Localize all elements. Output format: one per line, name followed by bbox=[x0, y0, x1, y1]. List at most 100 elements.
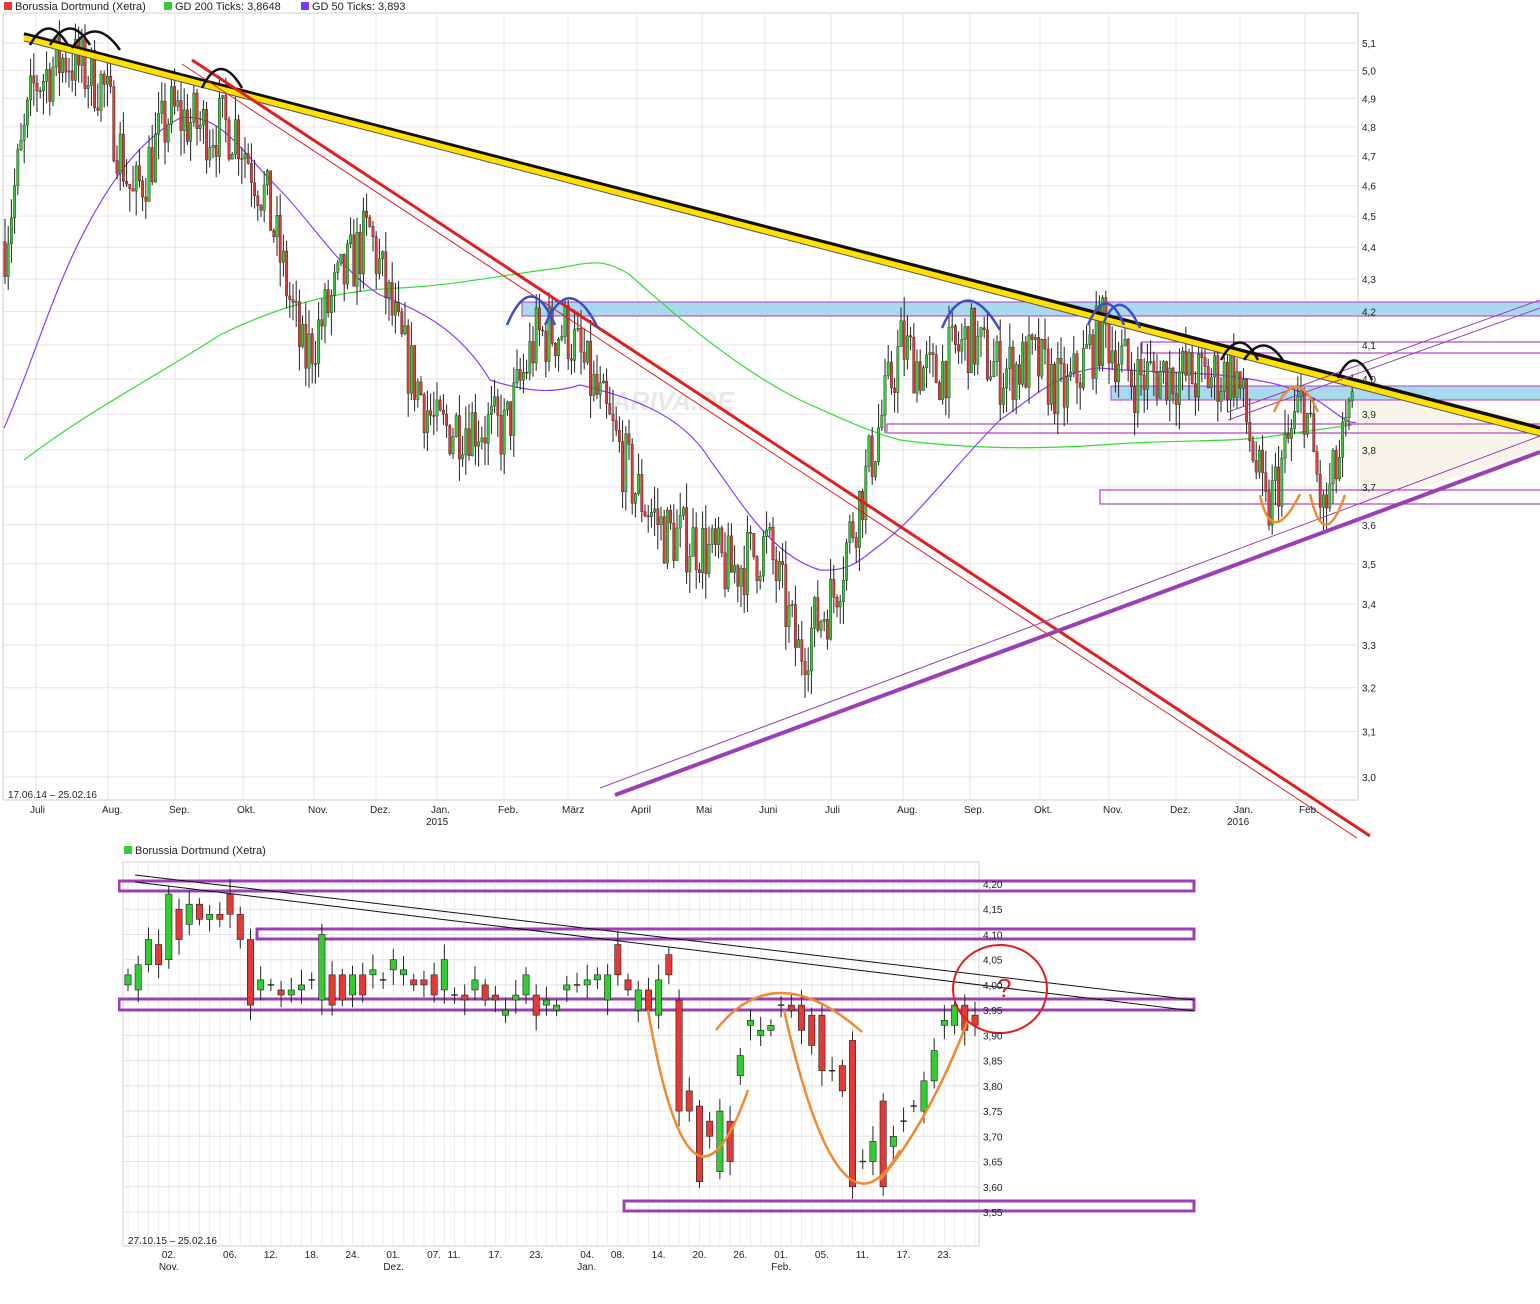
main-candle bbox=[1209, 376, 1213, 388]
main-candle bbox=[38, 90, 42, 93]
main-candle bbox=[912, 336, 916, 394]
main-candle bbox=[1305, 412, 1309, 435]
main-candle bbox=[1200, 353, 1204, 358]
sub-y-axis: 4,20 4,15 4,10 4,05 4,00 3,95 3,90 3,85 3,80 3,75… bbox=[983, 880, 1003, 1219]
sub-y-tick-label: 4,05 bbox=[983, 956, 1003, 967]
main-candle bbox=[1011, 346, 1015, 400]
main-candle bbox=[749, 532, 753, 534]
main-candle bbox=[112, 86, 116, 161]
main-candle bbox=[262, 184, 266, 211]
sub-x-tick-label: 01. bbox=[774, 1250, 788, 1261]
sub-candle bbox=[349, 974, 356, 996]
sub-candle bbox=[583, 979, 591, 986]
main-candle bbox=[240, 158, 244, 160]
main-candle bbox=[387, 282, 391, 298]
sub-candle bbox=[879, 1100, 887, 1188]
main-candle bbox=[461, 454, 464, 460]
main-candle bbox=[960, 339, 964, 352]
main-candle bbox=[957, 344, 961, 352]
main-candle bbox=[982, 327, 986, 330]
sub-month-label: Feb. bbox=[771, 1262, 791, 1273]
main-candle bbox=[16, 149, 20, 186]
legend-label-gd200: GD 200 Ticks: 3,8648 bbox=[175, 1, 281, 13]
main-candle bbox=[515, 369, 519, 384]
main-candle bbox=[762, 536, 765, 577]
sub-candle bbox=[226, 893, 234, 915]
main-candle bbox=[1277, 466, 1281, 507]
main-candle bbox=[429, 410, 432, 416]
main-candle bbox=[1155, 372, 1159, 399]
main-candle bbox=[1091, 334, 1095, 379]
sub-candle bbox=[420, 979, 428, 986]
sub-candle bbox=[614, 944, 622, 976]
main-candle bbox=[682, 507, 685, 516]
main-x-tick-label: März bbox=[562, 805, 584, 816]
main-candle bbox=[1225, 361, 1229, 401]
main-candle bbox=[246, 153, 250, 164]
main-candle bbox=[512, 382, 516, 436]
main-candle bbox=[1014, 364, 1018, 400]
main-candle bbox=[781, 561, 785, 565]
main-candle bbox=[157, 113, 160, 135]
sub-legend-label: Borussia Dortmund (Xetra) bbox=[135, 845, 266, 857]
main-candle bbox=[566, 305, 570, 360]
main-candle bbox=[70, 70, 74, 81]
main-candle bbox=[29, 75, 32, 101]
watermark: ARIVA.DE bbox=[611, 386, 735, 416]
main-candle bbox=[371, 226, 375, 238]
main-candle bbox=[1286, 433, 1290, 439]
main-candle bbox=[1062, 363, 1066, 408]
main-x-tick-label: Okt. bbox=[237, 805, 255, 816]
main-candle bbox=[848, 521, 852, 543]
main-candle bbox=[688, 556, 692, 573]
main-candle bbox=[656, 508, 660, 525]
zone-4-1 bbox=[1141, 341, 1540, 354]
sub-candle bbox=[236, 913, 244, 940]
main-candle bbox=[326, 289, 330, 314]
main-candle bbox=[499, 415, 503, 455]
main-candle bbox=[691, 527, 695, 557]
main-candle bbox=[979, 327, 983, 337]
main-candle bbox=[896, 346, 900, 393]
main-candle bbox=[816, 597, 820, 631]
main-candle bbox=[32, 75, 36, 84]
main-candle bbox=[736, 565, 740, 587]
main-y-tick-label: 3,3 bbox=[1362, 641, 1376, 652]
main-candle bbox=[525, 371, 529, 374]
sub-y-tick-label: 3,55 bbox=[983, 1208, 1003, 1219]
sub-candle bbox=[298, 984, 305, 991]
main-candle bbox=[541, 329, 545, 332]
main-candle bbox=[717, 527, 721, 545]
main-candle bbox=[1251, 440, 1255, 461]
main-candle bbox=[950, 325, 954, 328]
main-candle bbox=[726, 535, 730, 590]
main-candle bbox=[1232, 355, 1236, 398]
main-candle bbox=[1177, 371, 1181, 405]
sub-candle bbox=[257, 979, 265, 991]
main-candle bbox=[1168, 367, 1172, 401]
main-candles bbox=[3, 20, 1354, 698]
main-candle bbox=[1241, 379, 1245, 389]
main-candle bbox=[1021, 341, 1025, 385]
sub-candle bbox=[287, 989, 295, 996]
main-candle bbox=[810, 627, 813, 672]
main-candle bbox=[169, 86, 173, 125]
main-candle bbox=[137, 165, 141, 182]
main-candle bbox=[1283, 433, 1287, 459]
main-candle bbox=[1133, 386, 1137, 413]
main-candle bbox=[1037, 337, 1041, 377]
main-candle bbox=[826, 619, 829, 640]
main-candle bbox=[214, 145, 218, 157]
sub-zone-4-20 bbox=[118, 879, 1196, 893]
main-candle bbox=[1152, 361, 1156, 373]
main-candle bbox=[595, 373, 599, 395]
sub-candle bbox=[838, 1065, 846, 1092]
main-y-tick-label: 4,1 bbox=[1362, 341, 1376, 352]
sub-legend-swatch bbox=[124, 846, 132, 854]
main-candle bbox=[643, 511, 647, 516]
main-candle bbox=[105, 75, 109, 85]
main-candle bbox=[403, 325, 407, 335]
legend-swatch-gd50 bbox=[301, 2, 309, 10]
trend-line-red-thin bbox=[181, 63, 1358, 838]
main-candle bbox=[851, 521, 855, 538]
